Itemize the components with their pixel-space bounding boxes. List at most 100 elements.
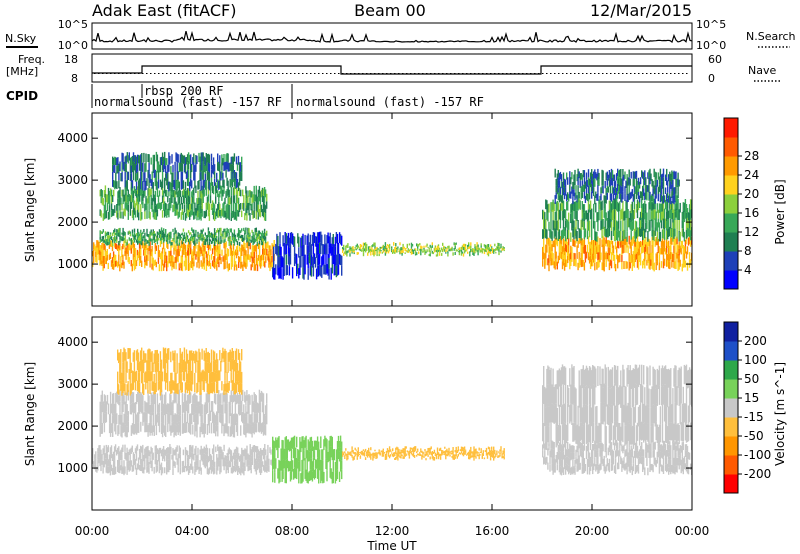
echo-cell <box>123 413 125 423</box>
echo-cell <box>136 255 139 261</box>
echo-cell <box>668 219 670 229</box>
echo-cell <box>216 411 218 422</box>
echo-cell <box>186 413 189 424</box>
echo-cell <box>299 256 301 266</box>
echo-cell <box>612 193 615 201</box>
echo-cell <box>558 195 561 203</box>
echo-cell <box>118 254 120 261</box>
echo-cell <box>157 237 160 241</box>
echo-cell <box>134 210 137 218</box>
echo-cell <box>642 260 644 269</box>
echo-cell <box>268 458 270 466</box>
echo-cell <box>355 248 357 251</box>
echo-cell <box>105 451 107 459</box>
echo-cell <box>176 383 178 394</box>
echo-cell <box>148 162 150 172</box>
echo-cell <box>577 185 579 194</box>
echo-cell <box>215 182 217 191</box>
echo-cell <box>585 193 588 200</box>
echo-cell <box>254 465 257 472</box>
echo-cell <box>173 450 175 456</box>
echo-cell <box>194 382 196 393</box>
echo-cell <box>211 260 214 267</box>
echo-cell <box>655 192 657 199</box>
echo-cell <box>626 231 628 242</box>
echo-cell <box>464 244 467 246</box>
echo-cell <box>133 459 136 466</box>
echo-cell <box>564 243 567 252</box>
echo-cell <box>169 444 171 451</box>
echo-cell <box>185 369 188 380</box>
echo-cell <box>156 460 159 466</box>
echo-cell <box>298 472 300 484</box>
echo-cell <box>173 426 175 438</box>
echo-cell <box>100 245 102 252</box>
echo-cell <box>106 235 109 239</box>
echo-cell <box>562 210 565 220</box>
echo-cell <box>441 247 443 251</box>
echo-cell <box>573 230 575 240</box>
echo-cell <box>351 246 353 249</box>
echo-cell <box>653 230 655 242</box>
echo-cell <box>222 256 224 262</box>
echo-cell <box>239 361 242 372</box>
echo-cell <box>612 227 615 236</box>
echo-cell <box>244 235 246 238</box>
echo-cell <box>185 252 188 258</box>
echo-cell <box>548 254 550 263</box>
echo-cell <box>620 177 622 186</box>
echo-cell <box>251 394 253 406</box>
echo-cell <box>271 262 273 269</box>
echo-cell <box>123 395 125 405</box>
y-tick-label: 4000 <box>57 131 88 145</box>
colorbar-tick-label: 20 <box>744 187 759 201</box>
echo-cell <box>636 236 639 244</box>
echo-cell <box>493 250 495 253</box>
echo-cell <box>346 244 348 248</box>
echo-cell <box>118 459 120 467</box>
echo-cell <box>547 258 549 266</box>
colorbar-frame <box>723 117 739 290</box>
echo-cell <box>177 414 179 425</box>
echo-cell <box>446 249 448 251</box>
echo-cell <box>496 248 498 251</box>
echo-cell <box>424 249 426 252</box>
echo-cell <box>367 252 369 256</box>
echo-cell <box>588 178 591 186</box>
echo-cell <box>158 164 161 173</box>
echo-cell <box>138 188 140 197</box>
echo-cell <box>559 236 562 244</box>
echo-cell <box>224 161 226 171</box>
echo-cell <box>134 237 137 240</box>
echo-cell <box>191 446 193 453</box>
echo-cell <box>451 246 453 249</box>
echo-cell <box>208 212 211 221</box>
echo-cell <box>189 238 191 242</box>
echo-cell <box>605 195 607 204</box>
echo-cell <box>192 157 194 165</box>
echo-cell <box>208 238 211 242</box>
echo-cell <box>552 220 554 231</box>
echo-cell <box>127 231 129 235</box>
echo-cell <box>198 401 200 414</box>
echo-cell <box>587 177 590 186</box>
echo-cell <box>557 170 559 178</box>
echo-cell <box>648 238 650 247</box>
echo-cell <box>234 202 237 212</box>
echo-cell <box>166 404 168 415</box>
echo-cell <box>302 267 304 279</box>
echo-cell <box>122 382 124 393</box>
echo-cell <box>318 473 320 484</box>
echo-cell <box>196 238 198 242</box>
echo-cell <box>226 161 228 170</box>
echo-cell <box>224 249 226 256</box>
echo-cell <box>225 234 227 238</box>
echo-cell <box>126 384 128 396</box>
echo-cell <box>205 359 207 372</box>
echo-cell <box>358 247 361 249</box>
echo-cell <box>193 229 195 234</box>
echo-cell <box>638 198 641 208</box>
echo-cell <box>167 348 169 360</box>
echo-cell <box>205 444 208 452</box>
echo-cell <box>100 465 102 472</box>
